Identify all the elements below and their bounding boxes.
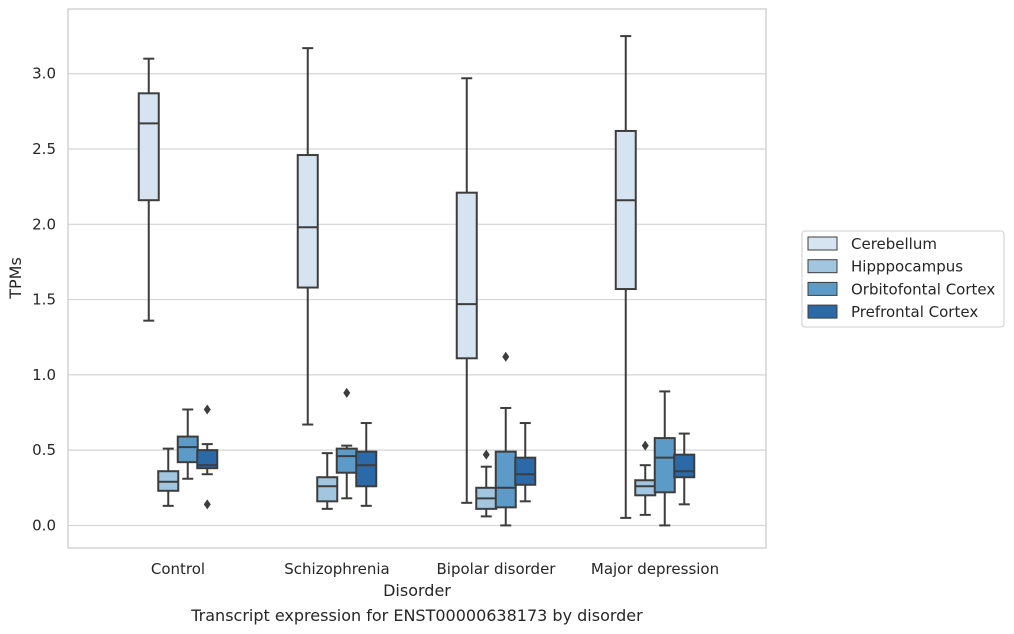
y-tick-label: 0.5 — [32, 441, 56, 459]
box-hipppocampus — [634, 440, 657, 516]
box-iqr — [137, 92, 160, 202]
legend-label: Prefrontal Cortex — [851, 303, 978, 321]
box-hipppocampus — [316, 452, 339, 510]
box-iqr — [494, 450, 517, 509]
y-tick-labels: 0.0 0.5 1.0 1.5 2.0 2.5 3.0 — [32, 65, 56, 535]
box-hipppocampus — [475, 449, 498, 518]
x-tick-label: Bipolar disorder — [437, 560, 557, 578]
box-iqr — [176, 435, 199, 464]
box-cerebellum — [296, 47, 319, 426]
legend-swatch — [807, 281, 838, 296]
box-iqr — [653, 437, 676, 494]
y-tick-label: 2.0 — [32, 215, 56, 233]
plot-frame — [67, 8, 767, 549]
outlier-point — [203, 499, 211, 510]
box-iqr — [355, 450, 378, 488]
box-groups — [137, 35, 696, 527]
outlier-point — [482, 449, 490, 460]
box-orbitofontal-cortex — [176, 408, 199, 480]
box-iqr — [514, 456, 537, 486]
y-tick-label: 1.0 — [32, 366, 56, 384]
x-tick-label: Major depression — [591, 560, 719, 578]
box-orbitofontal-cortex — [335, 387, 358, 500]
legend: Cerebellum Hipppocampus Orbitofontal Corte… — [801, 230, 1005, 328]
box-prefrontal-cortex — [514, 422, 537, 503]
legend-swatch — [807, 304, 838, 319]
outlier-point — [641, 440, 649, 451]
legend-swatch — [807, 259, 838, 274]
box-iqr — [335, 447, 358, 474]
y-tick-label: 1.5 — [32, 291, 56, 309]
box-iqr — [455, 191, 478, 360]
legend-label: Cerebellum — [851, 235, 937, 253]
legend-frame — [801, 230, 1005, 328]
box-prefrontal-cortex — [673, 432, 696, 506]
outlier-point — [203, 404, 211, 415]
box-orbitofontal-cortex — [494, 351, 517, 527]
y-axis-label: TPMs — [6, 257, 25, 300]
y-tick-label: 3.0 — [32, 65, 56, 83]
box-iqr — [614, 129, 637, 291]
x-tick-labels: Control Schizophrenia Bipolar disorder Majo… — [151, 560, 719, 578]
box-iqr — [634, 479, 657, 497]
legend-label: Orbitofontal Cortex — [851, 280, 995, 298]
y-tick-label: 0.0 — [32, 516, 56, 534]
outlier-point — [343, 387, 351, 398]
box-iqr — [673, 453, 696, 479]
box-cerebellum — [614, 35, 637, 519]
box-iqr — [316, 476, 339, 503]
figure-caption: Transcript expression for ENST0000063817… — [191, 606, 643, 625]
x-axis-label: Disorder — [383, 581, 451, 600]
y-tick-label: 2.5 — [32, 140, 56, 158]
box-prefrontal-cortex — [355, 422, 378, 507]
box-orbitofontal-cortex — [653, 390, 676, 527]
x-tick-label: Schizophrenia — [284, 560, 389, 578]
box-cerebellum — [455, 77, 478, 504]
outlier-point — [502, 351, 510, 362]
box-iqr — [196, 449, 219, 470]
legend-swatch — [807, 236, 838, 251]
box-iqr — [296, 154, 319, 289]
x-tick-label: Control — [151, 560, 205, 578]
box-hipppocampus — [157, 447, 180, 507]
box-prefrontal-cortex — [196, 404, 219, 510]
box-cerebellum — [137, 57, 160, 322]
legend-label: Hipppocampus — [851, 258, 963, 276]
